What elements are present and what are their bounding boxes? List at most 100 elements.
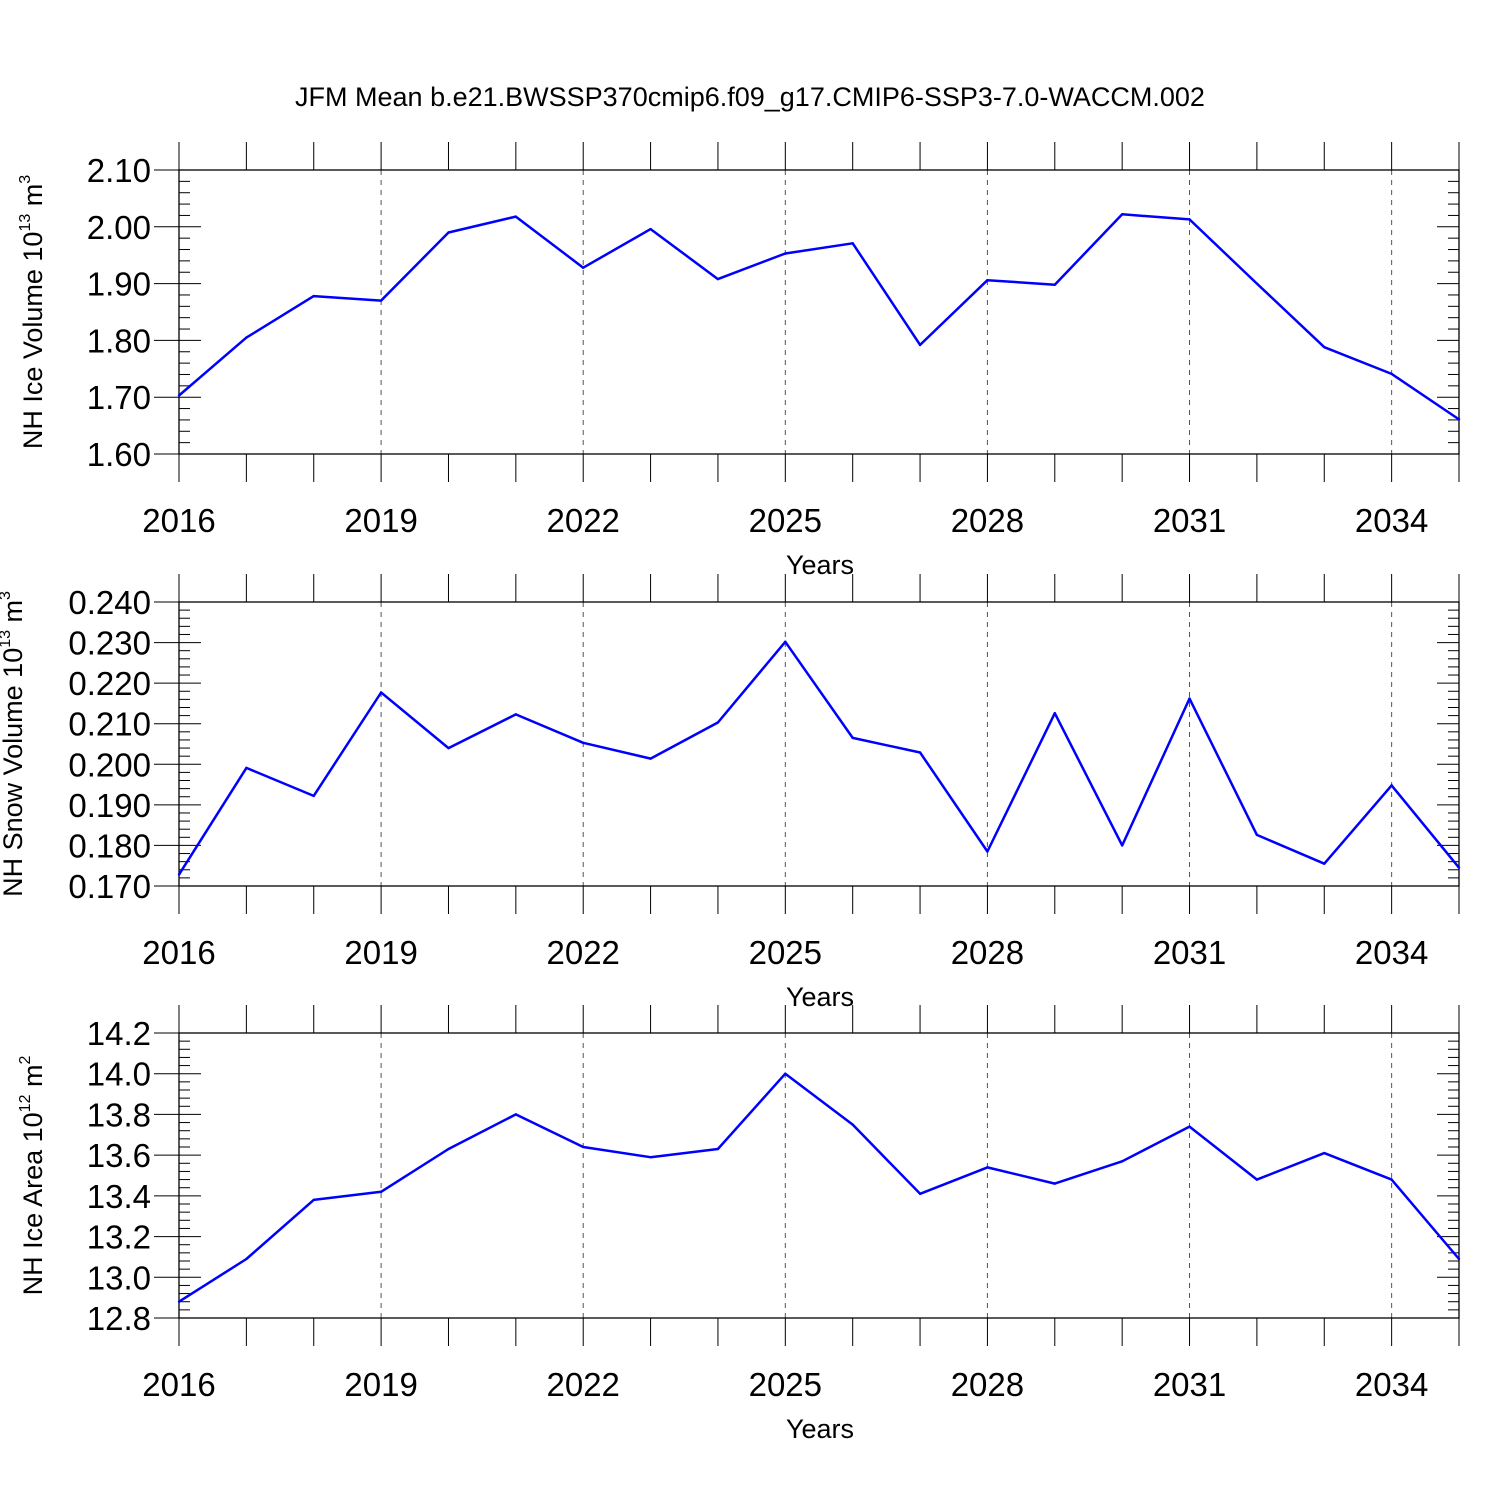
- data-point: [649, 1155, 652, 1159]
- y-tick-label: 0.240: [68, 584, 151, 621]
- data-point: [514, 1113, 518, 1116]
- y-axis-label-unit-exponent: 3: [0, 591, 14, 600]
- data-point: [918, 751, 922, 754]
- data-point: [312, 294, 315, 298]
- x-tick-label: 2022: [546, 1366, 619, 1403]
- data-point: [1188, 1125, 1191, 1128]
- data-point: [379, 691, 383, 694]
- x-tick-label: 2025: [749, 934, 822, 971]
- data-point: [1390, 372, 1393, 376]
- data-point: [716, 1147, 720, 1151]
- data-point: [312, 1198, 315, 1202]
- y-tick-label: 0.170: [68, 868, 151, 905]
- y-tick-label: 13.8: [87, 1096, 151, 1133]
- data-point: [649, 227, 652, 231]
- data-point: [514, 215, 518, 218]
- x-tick-label: 2019: [344, 502, 417, 539]
- y-tick-label: 0.230: [68, 625, 151, 662]
- data-point: [1323, 346, 1326, 349]
- data-point: [851, 736, 854, 740]
- y-tick-label: 2.00: [87, 209, 151, 246]
- data-point: [177, 1300, 181, 1303]
- data-point: [1390, 1178, 1393, 1181]
- data-point: [379, 299, 383, 302]
- plot-frame: [178, 1032, 1460, 1319]
- y-tick-label: 13.2: [87, 1219, 151, 1256]
- x-tick-label: 2019: [344, 934, 417, 971]
- y-tick-label: 1.90: [87, 266, 151, 303]
- y-axis-label-unit-exponent: 3: [17, 175, 34, 184]
- y-tick-label: 1.70: [87, 379, 151, 416]
- panel-snow-volume: 2016 2019 2022 2025 2028 2031 20340.1700.1800.…: [0, 574, 1461, 1012]
- data-point: [1323, 1151, 1326, 1155]
- data-point: [1120, 844, 1124, 847]
- data-point: [716, 721, 720, 724]
- x-tick-label: 2031: [1153, 1366, 1226, 1403]
- data-point: [582, 266, 585, 269]
- data-point: [918, 1192, 922, 1196]
- y-tick-label: 13.6: [87, 1137, 151, 1174]
- x-tick-label: 2022: [546, 502, 619, 539]
- data-point: [1188, 218, 1191, 221]
- data-point: [851, 1123, 854, 1126]
- x-tick-label: 2031: [1153, 934, 1226, 971]
- y-axis-label-exponent: 13: [0, 630, 14, 648]
- data-point: [177, 873, 181, 876]
- data-point: [1390, 784, 1393, 787]
- x-tick-label: 2016: [142, 502, 215, 539]
- data-point: [1255, 282, 1259, 285]
- data-point: [582, 741, 585, 744]
- x-tick-label: 2025: [749, 502, 822, 539]
- y-axis-label-unit-exponent: 2: [17, 1056, 34, 1065]
- data-point: [1188, 697, 1191, 700]
- data-point: [447, 1147, 450, 1151]
- y-tick-label: 0.220: [68, 665, 151, 702]
- y-axis-label-exponent: 12: [17, 1094, 34, 1112]
- series-line-ice-volume: [178, 213, 1460, 421]
- y-tick-label: 13.0: [87, 1259, 151, 1296]
- x-tick-label: 2028: [951, 934, 1024, 971]
- data-point: [1053, 711, 1056, 715]
- y-axis-label-unit: m: [0, 600, 28, 630]
- x-tick-label: 2028: [951, 502, 1024, 539]
- x-tick-label: 2034: [1355, 934, 1428, 971]
- y-tick-label: 12.8: [87, 1300, 151, 1337]
- y-axis-label-text: NH Snow Volume 10: [0, 648, 28, 897]
- y-tick-label: 0.190: [68, 787, 151, 824]
- x-tick-label: 2031: [1153, 502, 1226, 539]
- y-tick-label: 0.210: [68, 706, 151, 743]
- panel-ice-volume: 2016 2019 2022 2025 2028 2031 2034 1.60 1.70 1.80…: [17, 142, 1461, 580]
- y-axis-label-unit: m: [18, 1065, 48, 1095]
- x-tick-label: 2016: [142, 934, 215, 971]
- x-axis-label: Years: [786, 1414, 854, 1444]
- data-point: [1255, 1178, 1259, 1181]
- data-point: [1457, 866, 1461, 869]
- data-point: [1053, 283, 1056, 286]
- data-point: [918, 343, 922, 347]
- data-point: [447, 746, 450, 750]
- data-point: [245, 336, 248, 339]
- data-point: [986, 278, 989, 282]
- plot-frame: [178, 601, 1460, 887]
- x-axis-label: Years: [786, 982, 854, 1012]
- y-tick-label: 1.60: [87, 436, 151, 473]
- data-point: [784, 1072, 787, 1075]
- data-point: [1255, 833, 1259, 837]
- data-point: [245, 1257, 248, 1261]
- data-point: [851, 242, 854, 245]
- x-tick-label: 2034: [1355, 1366, 1428, 1403]
- x-tick-label: 2022: [546, 934, 619, 971]
- data-point: [784, 640, 787, 643]
- y-tick-label: 14.2: [87, 1015, 151, 1052]
- chart-title: JFM Mean b.e21.BWSSP370cmip6.f09_g17.CMI…: [295, 82, 1205, 112]
- data-point: [1120, 213, 1124, 216]
- x-tick-label: 2034: [1355, 502, 1428, 539]
- y-axis-label-exponent: 13: [17, 214, 34, 232]
- data-point: [245, 766, 248, 770]
- y-axis-label: NH Ice Volume 1013 m3: [17, 175, 48, 449]
- x-tick-label: 2016: [142, 1366, 215, 1403]
- data-point: [177, 394, 181, 397]
- x-tick-label: 2028: [951, 1366, 1024, 1403]
- y-tick-label: 2.10: [87, 152, 151, 189]
